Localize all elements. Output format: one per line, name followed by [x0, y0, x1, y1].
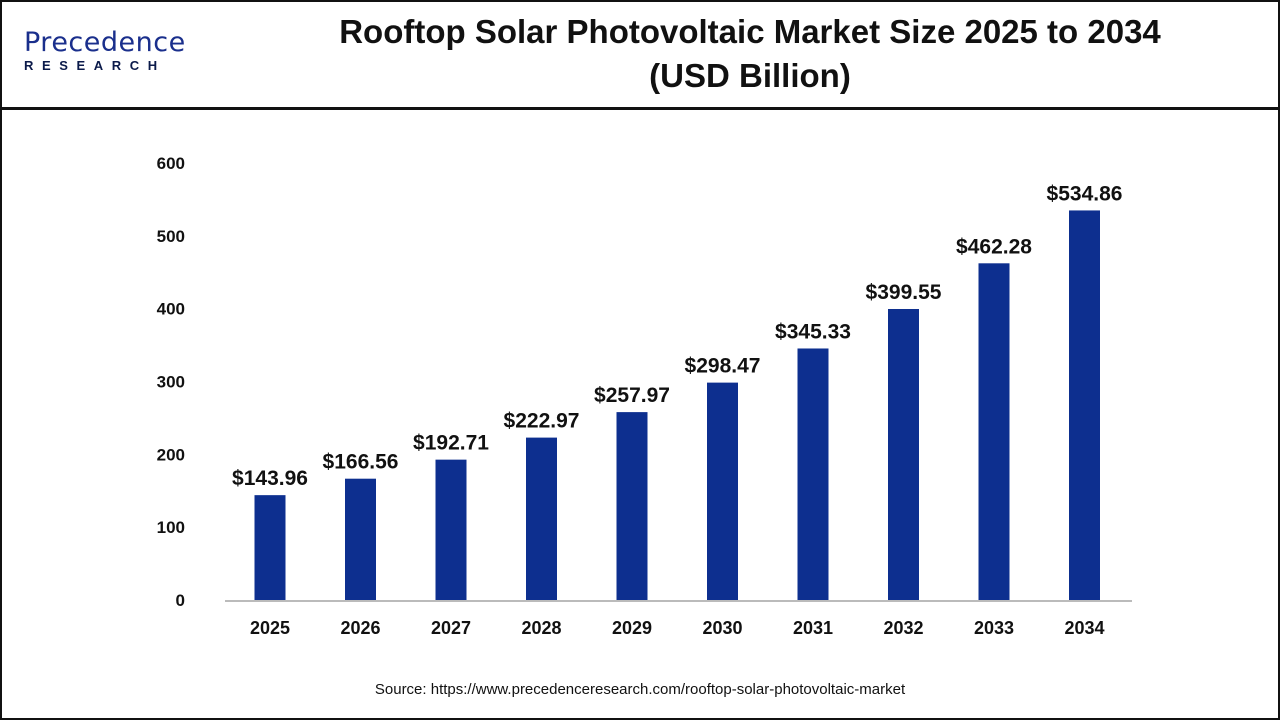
- y-tick-label: 500: [157, 227, 185, 246]
- x-tick-label: 2026: [340, 618, 380, 638]
- x-tick-label: 2025: [250, 618, 290, 638]
- y-tick-label: 0: [176, 591, 185, 610]
- x-tick-label: 2033: [974, 618, 1014, 638]
- precedence-research-logo: Precedence RESEARCH: [24, 28, 186, 74]
- x-tick-label: 2031: [793, 618, 833, 638]
- bar-2026: [345, 478, 376, 600]
- bar-2033: [978, 263, 1010, 600]
- data-label: $257.97: [594, 384, 670, 407]
- bar-2027: [435, 459, 467, 600]
- data-label: $462.28: [956, 235, 1032, 258]
- data-label: $534.86: [1047, 182, 1123, 205]
- y-tick-label: 600: [157, 154, 185, 173]
- logo-sub-text: RESEARCH: [24, 58, 166, 73]
- y-tick-label: 300: [157, 373, 185, 392]
- header: Precedence RESEARCH Rooftop Solar Photov…: [0, 0, 1280, 110]
- data-label: $166.56: [323, 451, 399, 474]
- y-tick-label: 100: [157, 518, 185, 537]
- bar-2025: [254, 495, 286, 600]
- data-label: $222.97: [504, 410, 580, 433]
- bar-2028: [526, 437, 557, 600]
- y-tick-label: 200: [157, 445, 185, 464]
- title-line-1: Rooftop Solar Photovoltaic Market Size 2…: [339, 13, 1161, 50]
- data-label: $345.33: [775, 320, 851, 343]
- bar-2032: [888, 308, 919, 600]
- x-tick-label: 2034: [1064, 618, 1104, 638]
- bar-2030: [707, 382, 738, 600]
- data-label: $298.47: [685, 355, 761, 378]
- data-label: $399.55: [866, 281, 942, 304]
- source-note: Source: https://www.precedenceresearch.c…: [374, 681, 906, 698]
- y-tick-label: 400: [157, 300, 185, 319]
- x-tick-label: 2030: [702, 618, 742, 638]
- x-tick-label: 2028: [521, 618, 561, 638]
- bar-2031: [797, 348, 829, 600]
- bar-2034: [1069, 210, 1100, 600]
- data-label: $192.71: [413, 432, 489, 455]
- data-label: $143.96: [232, 467, 308, 490]
- x-tick-label: 2032: [883, 618, 923, 638]
- title-line-2: (USD Billion): [649, 57, 851, 94]
- x-tick-label: 2029: [612, 618, 652, 638]
- chart-title: Rooftop Solar Photovoltaic Market Size 2…: [250, 10, 1250, 98]
- bar-2029: [616, 412, 648, 600]
- x-tick-label: 2027: [431, 618, 471, 638]
- logo-main-text: Precedence: [24, 27, 186, 58]
